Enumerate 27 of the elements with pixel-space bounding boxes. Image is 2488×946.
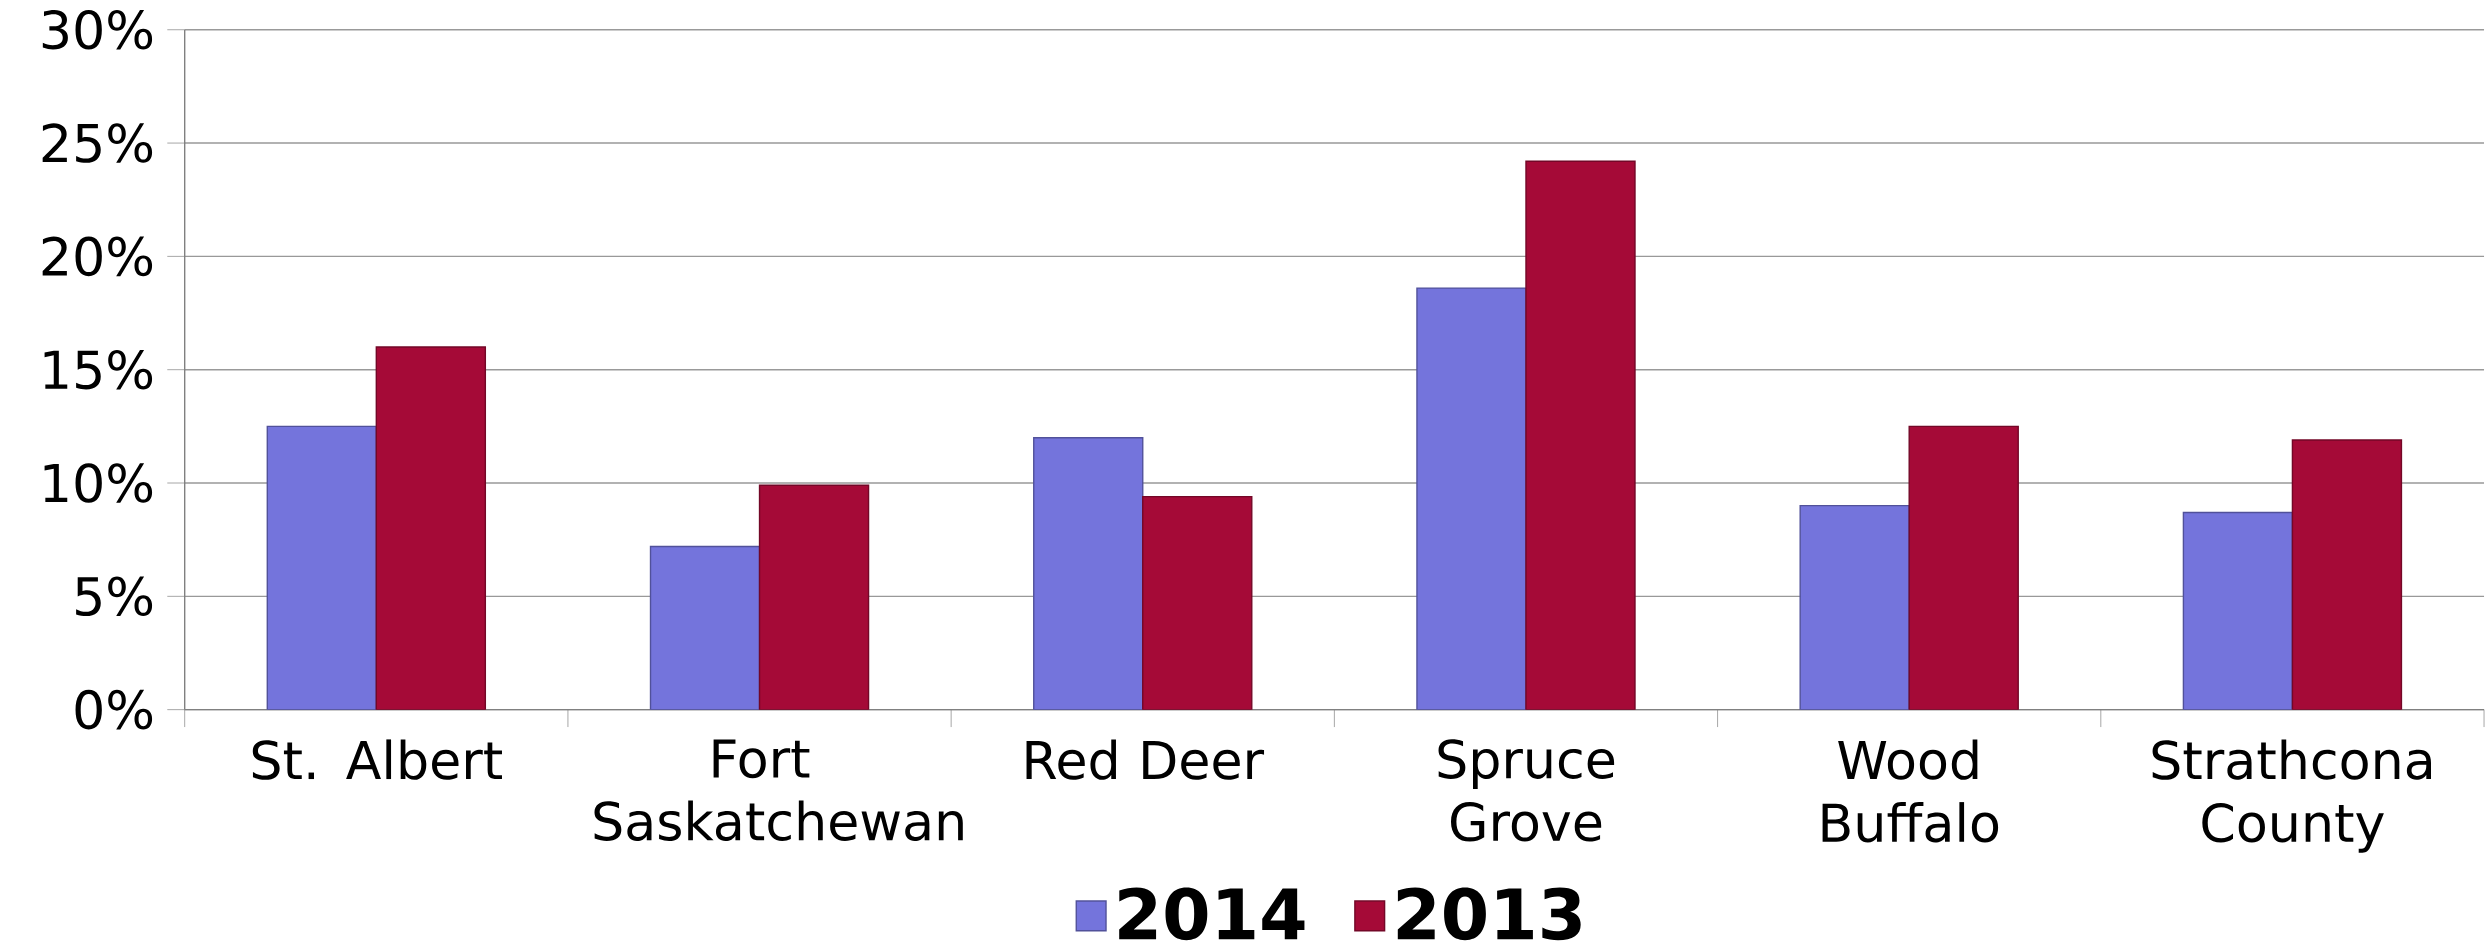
bar — [1416, 287, 1527, 710]
legend-label: 2014 — [1119, 887, 1305, 941]
y-tick-label: 15% — [44, 350, 153, 390]
bar — [649, 546, 761, 710]
bar — [1799, 505, 1910, 710]
y-tick-label: 0% — [75, 690, 153, 730]
bar — [2182, 512, 2294, 710]
x-tick-label: Wood Buffalo — [1822, 739, 1999, 843]
x-tick-label: Spruce Grove — [1438, 739, 1615, 842]
bar — [2291, 439, 2403, 710]
y-tick-label: 20% — [42, 236, 153, 277]
bar — [1525, 160, 1636, 710]
bar — [1142, 496, 1253, 710]
y-tick-label: 30% — [42, 10, 153, 50]
bar — [375, 346, 487, 710]
bar — [266, 425, 378, 710]
bar — [758, 484, 870, 710]
x-tick-label: St. Albert — [252, 739, 502, 781]
y-tick-label: 25% — [42, 123, 153, 164]
x-tick-label: Strathcona County — [2152, 739, 2431, 853]
legend-label: 2013 — [1397, 887, 1581, 941]
x-tick-label: Red Deer — [1026, 739, 1265, 781]
bar — [1033, 437, 1144, 710]
bar — [1908, 425, 2019, 710]
y-tick-label: 5% — [76, 576, 153, 617]
x-tick-label: Fort Saskatchewan — [594, 739, 963, 842]
y-tick-label: 10% — [44, 463, 153, 504]
